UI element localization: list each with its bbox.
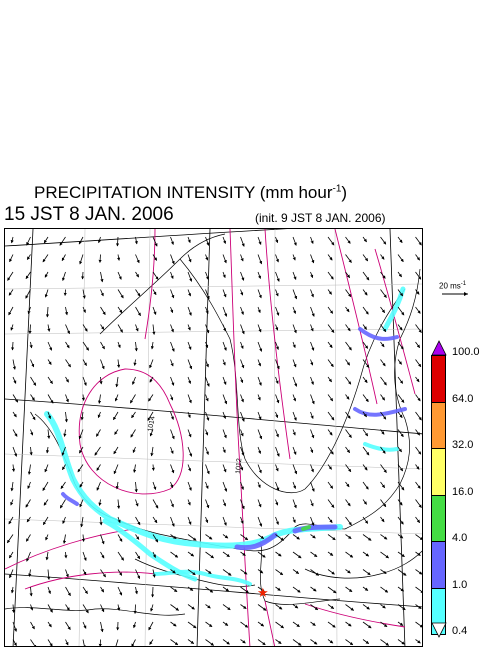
reference-wind-arrow	[436, 280, 476, 300]
wind-vector-field	[7, 236, 422, 646]
valid-time-label: 15 JST 8 JAN. 2006	[4, 204, 174, 225]
precipitation-colorbar: 100.0 64.0 32.0 16.0 4.0 1.0 0.4	[431, 340, 500, 640]
graticule	[5, 229, 422, 646]
colorbar-level-label: 64.0	[452, 392, 474, 405]
coastlines	[5, 233, 422, 616]
colorbar-bottom-triangle	[431, 622, 447, 638]
colorbar-level-label: 100.0	[452, 346, 480, 358]
colorbar-level-label: 1.0	[452, 578, 468, 591]
colorbar-level-label: 0.4	[452, 625, 468, 637]
isobar-label-1014: 1014	[147, 416, 157, 433]
colorbar-level-label: 16.0	[452, 485, 474, 498]
colorbar-level-label: 32.0	[452, 439, 474, 451]
map-title: PRECIPITATION INTENSITY (mm hour-1)	[34, 183, 348, 202]
precipitation-map: 1014 1012 ★	[4, 228, 423, 647]
colorbar-segment	[431, 494, 446, 542]
init-time-label: (init. 9 JST 8 JAN. 2006)	[255, 211, 386, 225]
precipitation-band	[44, 286, 407, 586]
colorbar-segment	[431, 541, 446, 589]
location-star-marker: ★	[257, 585, 269, 600]
isobar-label-1012: 1012	[235, 458, 243, 474]
map-canvas: 1014 1012 ★	[5, 229, 422, 646]
fine-grid	[5, 229, 422, 646]
colorbar-segment	[431, 448, 446, 496]
colorbar-segment	[431, 355, 446, 403]
colorbar-level-label: 4.0	[452, 532, 468, 544]
colorbar-top-triangle	[431, 340, 447, 356]
colorbar-segment	[431, 401, 446, 449]
reference-wind-label: 20 ms-1	[439, 281, 467, 291]
isobars	[5, 229, 416, 646]
